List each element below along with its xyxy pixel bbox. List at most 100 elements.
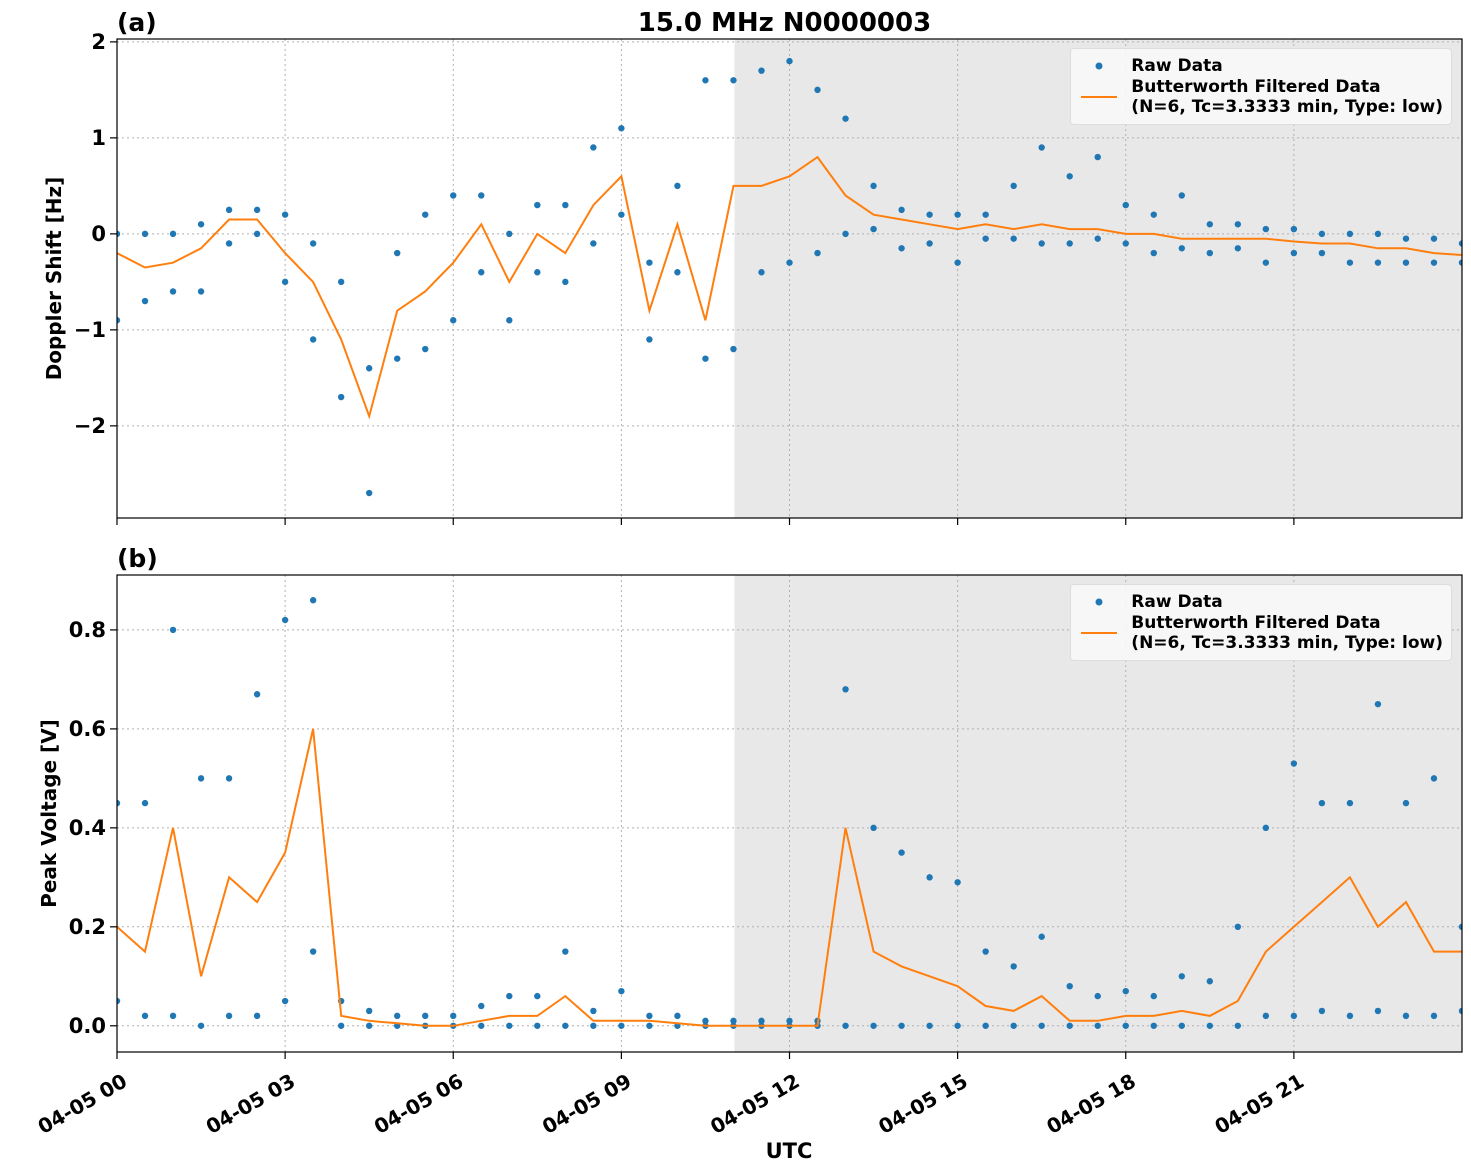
legend-key bbox=[1081, 96, 1118, 98]
raw-point bbox=[1262, 225, 1270, 233]
y-tick-label: 0.4 bbox=[69, 816, 106, 840]
raw-point bbox=[337, 1022, 345, 1029]
raw-point bbox=[1290, 760, 1298, 767]
raw-point bbox=[506, 230, 513, 238]
raw-point bbox=[1234, 245, 1242, 252]
raw-point bbox=[870, 225, 877, 233]
chart-title: 15.0 MHz N0000003 bbox=[638, 8, 931, 38]
raw-point bbox=[225, 1012, 233, 1020]
raw-point bbox=[1374, 1007, 1382, 1015]
raw-point bbox=[225, 206, 233, 214]
raw-point bbox=[1150, 1022, 1157, 1029]
raw-point bbox=[618, 211, 625, 218]
raw-point bbox=[117, 997, 121, 1005]
raw-point bbox=[1094, 153, 1101, 161]
x-tick-label: 04-05 15 bbox=[874, 1069, 972, 1139]
y-tick-label: 0.0 bbox=[69, 1014, 106, 1038]
x-tick-label: 04-05 00 bbox=[34, 1069, 132, 1139]
raw-point bbox=[1430, 235, 1438, 242]
raw-point bbox=[1346, 799, 1354, 807]
raw-point bbox=[1430, 259, 1438, 266]
raw-point bbox=[253, 691, 261, 698]
raw-point bbox=[141, 297, 149, 305]
filtered-line bbox=[117, 155, 1462, 420]
raw-point bbox=[365, 489, 373, 497]
raw-point bbox=[814, 86, 821, 94]
raw-point bbox=[758, 67, 765, 74]
legend: Raw Data Butterworth Filtered Data (N=6, … bbox=[1070, 584, 1452, 661]
raw-point bbox=[618, 987, 625, 995]
legend-label: Butterworth Filtered Data (N=6, Tc=3.333… bbox=[1131, 77, 1443, 117]
raw-point bbox=[281, 997, 289, 1005]
raw-point bbox=[1290, 225, 1298, 233]
raw-point bbox=[842, 115, 849, 122]
panel-label: (a) bbox=[117, 8, 157, 37]
raw-point bbox=[1122, 987, 1129, 995]
raw-point bbox=[702, 77, 709, 84]
raw-point bbox=[141, 799, 149, 807]
raw-point bbox=[394, 355, 401, 362]
raw-point bbox=[169, 288, 177, 295]
raw-point bbox=[1122, 1022, 1129, 1029]
raw-point bbox=[1094, 235, 1101, 242]
legend-key bbox=[1095, 598, 1103, 606]
raw-point bbox=[618, 1022, 625, 1029]
raw-point bbox=[1206, 978, 1214, 985]
raw-point bbox=[1122, 201, 1129, 209]
raw-point bbox=[982, 235, 989, 242]
data-layer bbox=[117, 597, 1462, 1029]
raw-point bbox=[926, 1022, 933, 1029]
raw-point bbox=[365, 365, 373, 372]
raw-point bbox=[1150, 211, 1157, 218]
raw-point bbox=[506, 992, 513, 1000]
filtered-line bbox=[117, 728, 1462, 1027]
raw-point bbox=[1206, 249, 1214, 257]
raw-point bbox=[646, 259, 653, 266]
raw-point bbox=[1318, 230, 1326, 238]
raw-point bbox=[117, 230, 121, 238]
raw-point bbox=[281, 211, 289, 218]
raw-point bbox=[1458, 923, 1462, 931]
y-tick-label: 1 bbox=[91, 126, 106, 150]
legend-key bbox=[1081, 632, 1118, 634]
raw-point bbox=[1346, 1012, 1354, 1020]
legend-entry: Butterworth Filtered Data (N=6, Tc=3.333… bbox=[1079, 613, 1443, 653]
raw-point bbox=[1318, 1007, 1326, 1015]
raw-point bbox=[1038, 144, 1045, 151]
raw-point bbox=[590, 144, 597, 151]
raw-point bbox=[954, 259, 961, 266]
raw-point bbox=[1430, 1012, 1438, 1020]
raw-point bbox=[982, 211, 989, 218]
y-tick-label: 0.8 bbox=[69, 618, 106, 642]
legend-entry: Raw Data bbox=[1079, 56, 1443, 76]
raw-point bbox=[422, 211, 429, 218]
raw-point bbox=[618, 125, 625, 132]
raw-point bbox=[1010, 1022, 1017, 1029]
raw-point bbox=[337, 278, 345, 286]
raw-point bbox=[590, 240, 597, 247]
raw-point bbox=[1262, 824, 1270, 832]
x-tick-label: 04-05 12 bbox=[706, 1069, 804, 1139]
raw-point bbox=[253, 230, 261, 238]
raw-point bbox=[982, 1022, 989, 1029]
raw-point bbox=[169, 626, 177, 634]
raw-point bbox=[337, 393, 345, 401]
raw-point bbox=[1346, 259, 1354, 266]
raw-point bbox=[590, 1022, 597, 1029]
raw-point bbox=[478, 1002, 485, 1010]
raw-point bbox=[702, 1017, 709, 1025]
raw-point bbox=[870, 182, 877, 190]
raw-point bbox=[478, 192, 485, 199]
raw-point bbox=[309, 948, 317, 955]
y-axis-label: Peak Voltage [V] bbox=[37, 719, 61, 908]
raw-point bbox=[422, 345, 429, 353]
raw-point bbox=[590, 1007, 597, 1015]
raw-point bbox=[870, 1022, 877, 1029]
raw-point bbox=[169, 230, 177, 238]
raw-point bbox=[1430, 775, 1438, 782]
raw-point bbox=[534, 1022, 541, 1029]
y-tick-label: −2 bbox=[74, 414, 106, 438]
raw-point bbox=[926, 874, 933, 881]
raw-point bbox=[1178, 245, 1185, 252]
raw-point bbox=[562, 948, 569, 955]
